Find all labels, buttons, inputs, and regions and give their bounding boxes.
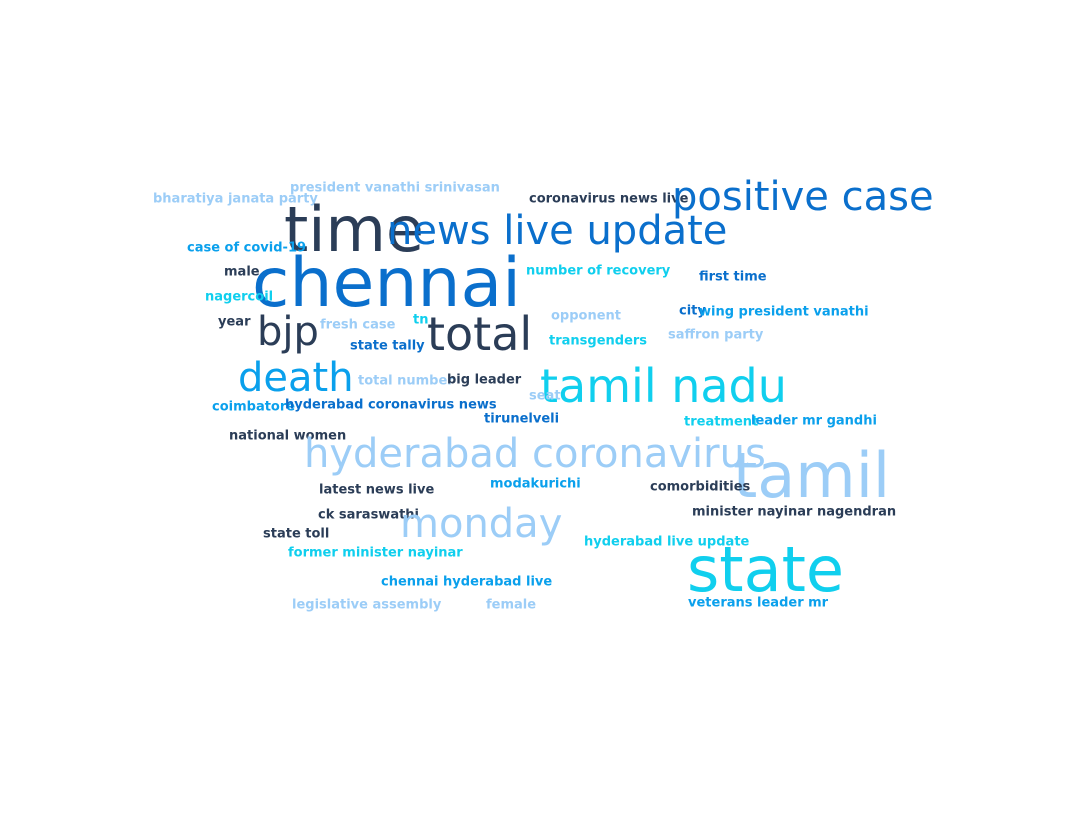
word-hyderabad-coronavirus-news: hyderabad coronavirus news [285, 397, 497, 413]
word-seat: seat [529, 388, 561, 404]
word-hyderabad-live-update: hyderabad live update [584, 534, 750, 550]
word-bjp: bjp [257, 309, 319, 355]
word-death: death [238, 355, 354, 401]
word-comorbidities: comorbidities [650, 479, 751, 495]
word-coronavirus-news-live: coronavirus news live [529, 191, 689, 207]
word-chennai-hyderabad-live: chennai hyderabad live [381, 574, 553, 590]
word-time: time [284, 193, 425, 266]
word-big-leader: big leader [447, 372, 522, 388]
word-president-vanathi-srinivasan: president vanathi srinivasan [290, 180, 500, 196]
word-total-number: total number [358, 373, 454, 389]
word-veterans-leader-mr: veterans leader mr [688, 595, 829, 611]
word-total: total [427, 307, 533, 361]
word-positive-case: positive case [672, 174, 934, 220]
word-modakurichi: modakurichi [490, 476, 581, 492]
word-saffron-party: saffron party [668, 327, 764, 343]
word-tn: tn [413, 312, 429, 328]
word-bharatiya-janata-party: bharatiya janata party [153, 191, 318, 207]
word-treatment: treatment [684, 414, 759, 430]
word-wing-president-vanathi: wing president vanathi [699, 304, 869, 320]
word-news-live-update: news live update [387, 208, 728, 254]
word-opponent: opponent [551, 308, 622, 324]
word-leader-mr-gandhi: leader mr gandhi [751, 413, 877, 429]
word-state-toll: state toll [263, 526, 330, 542]
word-male: male [224, 264, 260, 280]
word-hyderabad-coronavirus: hyderabad coronavirus [304, 431, 766, 477]
word-tamil: tamil [733, 439, 891, 512]
word-transgenders: transgenders [549, 333, 648, 349]
word-year: year [218, 314, 251, 330]
word-latest-news-live: latest news live [319, 482, 435, 498]
word-minister-nayinar-nagendran: minister nayinar nagendran [692, 504, 897, 520]
word-number-of-recovery: number of recovery [526, 263, 671, 279]
word-ck-saraswathi: ck saraswathi [318, 507, 420, 523]
word-legislative-assembly: legislative assembly [292, 597, 442, 613]
word-former-minister-nayinar: former minister nayinar [288, 545, 463, 561]
word-state-tally: state tally [350, 338, 425, 354]
word-state: state [687, 533, 845, 606]
word-city: city [679, 303, 706, 319]
word-female: female [486, 597, 537, 613]
word-first-time: first time [699, 269, 767, 285]
word-national-women: national women [229, 428, 347, 444]
word-tamil-nadu: tamil nadu [540, 359, 787, 413]
word-coimbatore: coimbatore [212, 399, 296, 415]
word-case-of-covid-19: case of covid-19 [187, 240, 307, 256]
word-monday: monday [400, 501, 563, 547]
word-tirunelveli: tirunelveli [484, 411, 560, 427]
word-nagercoil: nagercoil [205, 289, 274, 305]
word-chennai: chennai [252, 244, 522, 323]
word-fresh-case: fresh case [320, 317, 396, 333]
